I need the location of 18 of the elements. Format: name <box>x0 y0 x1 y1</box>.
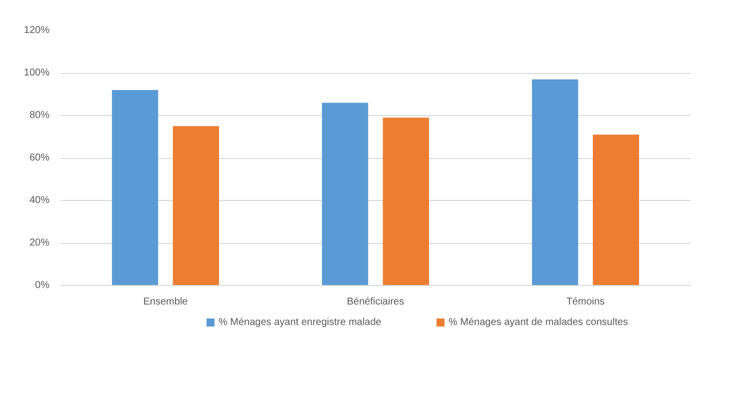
y-tick-label: 0% <box>35 280 50 291</box>
x-tick-label: Ensemble <box>143 296 188 308</box>
bar <box>322 102 368 286</box>
y-tick-label: 20% <box>29 238 50 248</box>
y-tick-label: 100% <box>24 68 50 78</box>
y-tick-label: 80% <box>29 110 50 121</box>
bar <box>112 90 158 286</box>
y-tick-label: 40% <box>29 195 50 206</box>
x-tick-label: Bénéficiaires <box>346 296 404 308</box>
bar <box>592 134 640 286</box>
legend-label: % Ménages ayant de malades consultes <box>448 317 628 328</box>
legend-label: % Ménages ayant enregistre malade <box>218 317 382 328</box>
bar <box>382 118 430 286</box>
bar <box>172 126 220 286</box>
y-tick-label: 60% <box>29 152 50 164</box>
x-tick-label: Témoins <box>566 296 605 308</box>
bar <box>532 79 578 286</box>
y-tick-label: 120% <box>24 25 50 36</box>
